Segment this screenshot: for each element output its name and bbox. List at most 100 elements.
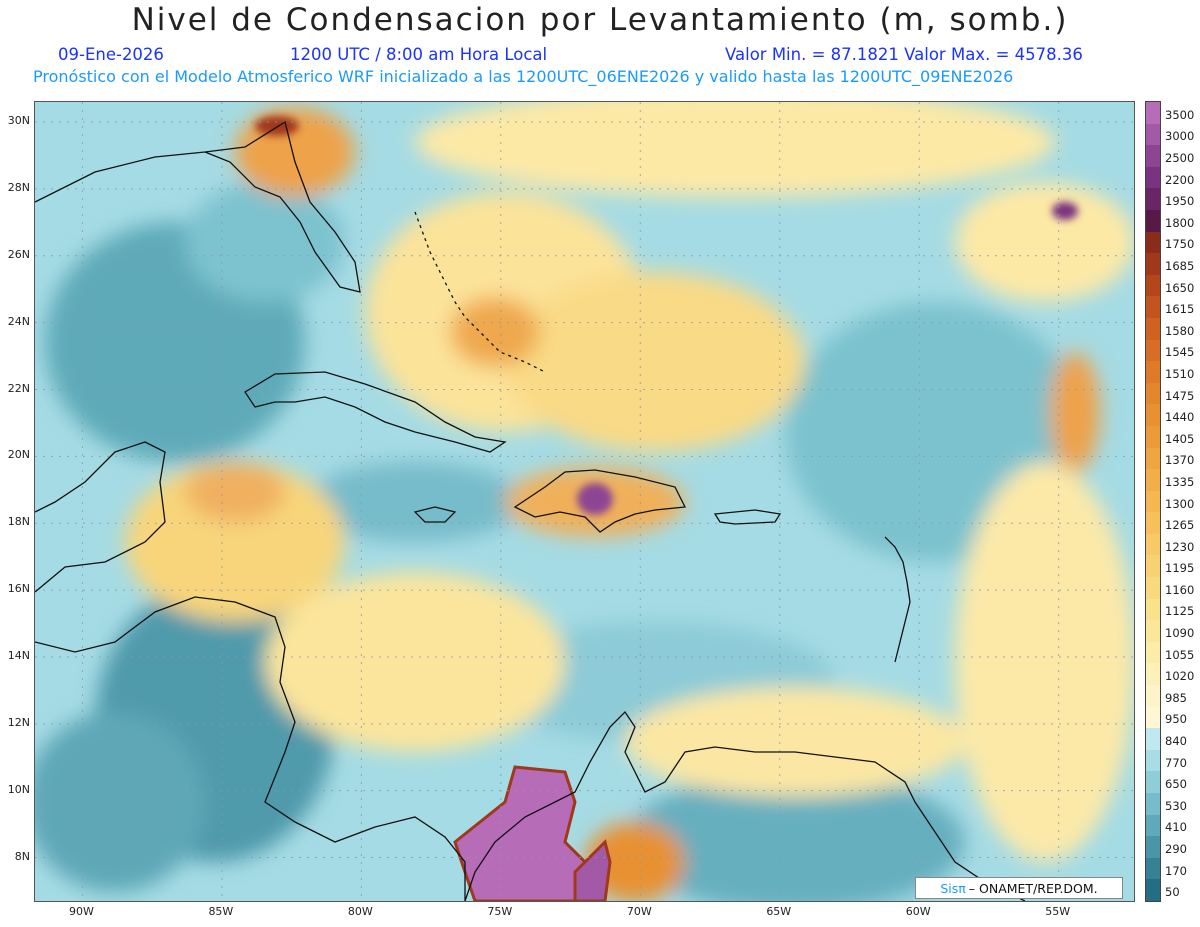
colorbar-label: 530 <box>1165 798 1187 813</box>
graticule <box>35 102 1134 901</box>
colorbar-swatch <box>1146 685 1160 707</box>
colorbar-swatch <box>1146 145 1160 167</box>
colorbar-swatch <box>1146 728 1160 750</box>
map-canvas <box>35 102 1134 901</box>
colorbar-label: 1405 <box>1165 431 1195 446</box>
lon-label: 70W <box>626 905 652 918</box>
lat-label: 22N <box>7 381 30 395</box>
colorbar-swatch <box>1146 555 1160 578</box>
coastlines <box>35 120 1026 901</box>
coast-lesser-antilles <box>884 536 911 663</box>
colorbar-swatch <box>1146 317 1160 340</box>
colorbar-label: 3000 <box>1165 129 1195 144</box>
field-teal-florida <box>185 182 345 302</box>
lat-label: 20N <box>7 448 30 462</box>
field-yellow-yucatan <box>125 462 345 622</box>
field-teal-cuba <box>305 462 525 542</box>
colorbar-swatch <box>1146 209 1160 232</box>
colorbar-swatch <box>1146 188 1160 210</box>
lat-label: 24N <box>7 314 30 328</box>
colorbar-swatch <box>1146 512 1160 534</box>
lon-label: 55W <box>1045 905 1071 918</box>
colorbar-swatch <box>1146 749 1160 772</box>
colorbar-label: 770 <box>1165 755 1187 770</box>
field-teal-venezuela <box>625 772 965 901</box>
colorbar-swatch <box>1146 166 1160 189</box>
field-yellow-ne <box>955 182 1134 302</box>
model-subtitle: Pronóstico con el Modelo Atmosferico WRF… <box>33 67 1014 86</box>
colorbar-label: 2500 <box>1165 150 1195 165</box>
colorbar-label: 1370 <box>1165 453 1195 468</box>
colorbar-swatch <box>1146 447 1160 470</box>
colorbar-swatch <box>1146 857 1160 880</box>
credit-box: Sisπ – ONAMET/REP.DOM. <box>915 877 1123 899</box>
colorbar-swatch <box>1146 533 1160 556</box>
field-orange-yucatan <box>185 462 285 522</box>
colorbar-label: 1020 <box>1165 669 1195 684</box>
colorbar-swatch <box>1146 123 1160 146</box>
colorbar-swatch <box>1146 706 1160 729</box>
forecast-date: 09-Ene-2026 <box>58 45 164 64</box>
coast-jamaica <box>413 506 457 523</box>
coast-south-america <box>464 710 1026 901</box>
lat-label: 18N <box>7 515 30 529</box>
colorbar-swatch <box>1146 577 1160 599</box>
colorbar-swatch <box>1146 663 1160 686</box>
colorbar-swatch <box>1146 598 1160 621</box>
colorbar-swatch <box>1146 641 1160 664</box>
colorbar-label: 1650 <box>1165 280 1195 295</box>
colorbar-label: 1090 <box>1165 626 1195 641</box>
chart-title: Nivel de Condensacion por Levantamiento … <box>131 2 1069 38</box>
peak-colombia-east <box>573 839 612 901</box>
colorbar-label: 1950 <box>1165 194 1195 209</box>
colorbar-label: 3500 <box>1165 107 1195 122</box>
colorbar-label: 1125 <box>1165 604 1195 619</box>
sis-logo-text: Sisπ <box>940 880 966 896</box>
colorbar-swatch <box>1146 620 1160 642</box>
field-orange-east <box>1050 352 1100 472</box>
colorbar-label: 2200 <box>1165 172 1195 187</box>
colorbar-label: 1510 <box>1165 366 1195 381</box>
colorbar-swatch <box>1146 771 1160 793</box>
colorbar-swatch <box>1146 231 1160 254</box>
colorbar-swatch <box>1146 469 1160 491</box>
lat-label: 14N <box>7 648 30 662</box>
lon-label: 65W <box>766 905 792 918</box>
colorbar-swatch <box>1146 793 1160 815</box>
peak-colombia-west <box>453 765 597 901</box>
colorbar-label: 170 <box>1165 863 1187 878</box>
colorbar-label: 1545 <box>1165 345 1195 360</box>
lon-label: 60W <box>905 905 931 918</box>
coast-hispaniola <box>513 469 687 533</box>
lat-label: 26N <box>7 247 30 261</box>
colorbar-swatch <box>1146 490 1160 513</box>
peak-florida <box>255 116 299 136</box>
colorbar-swatch <box>1146 814 1160 837</box>
colorbar-label: 410 <box>1165 820 1187 835</box>
colorbar-label: 840 <box>1165 734 1187 749</box>
colorbar-swatch <box>1146 836 1160 858</box>
map-panel <box>34 101 1135 902</box>
colorbar-label: 1800 <box>1165 215 1195 230</box>
field-orange-colombia <box>585 822 685 901</box>
colorbar-label: 1615 <box>1165 302 1195 317</box>
lon-label: 90W <box>68 905 94 918</box>
field-yellow-westcarib <box>265 572 565 752</box>
colorbar-swatch <box>1146 404 1160 426</box>
lat-label: 12N <box>7 715 30 729</box>
colorbar-label: 950 <box>1165 712 1187 727</box>
field-orange-bahamas <box>450 297 540 367</box>
colorbar-swatch <box>1146 339 1160 362</box>
colorbar-swatch <box>1146 361 1160 383</box>
coast-bahamas <box>414 211 546 373</box>
colorbar-label: 1055 <box>1165 647 1195 662</box>
lat-label: 30N <box>7 114 30 128</box>
colorbar-swatch <box>1146 296 1160 318</box>
lcl-field <box>35 102 1134 901</box>
lat-label: 10N <box>7 782 30 796</box>
peak-atlantic <box>1052 202 1078 220</box>
field-yellow-southcarib <box>625 687 965 797</box>
field-yellow-atl <box>505 272 805 452</box>
coast-cuba <box>244 371 507 453</box>
field-yellow-eastband <box>955 462 1134 862</box>
